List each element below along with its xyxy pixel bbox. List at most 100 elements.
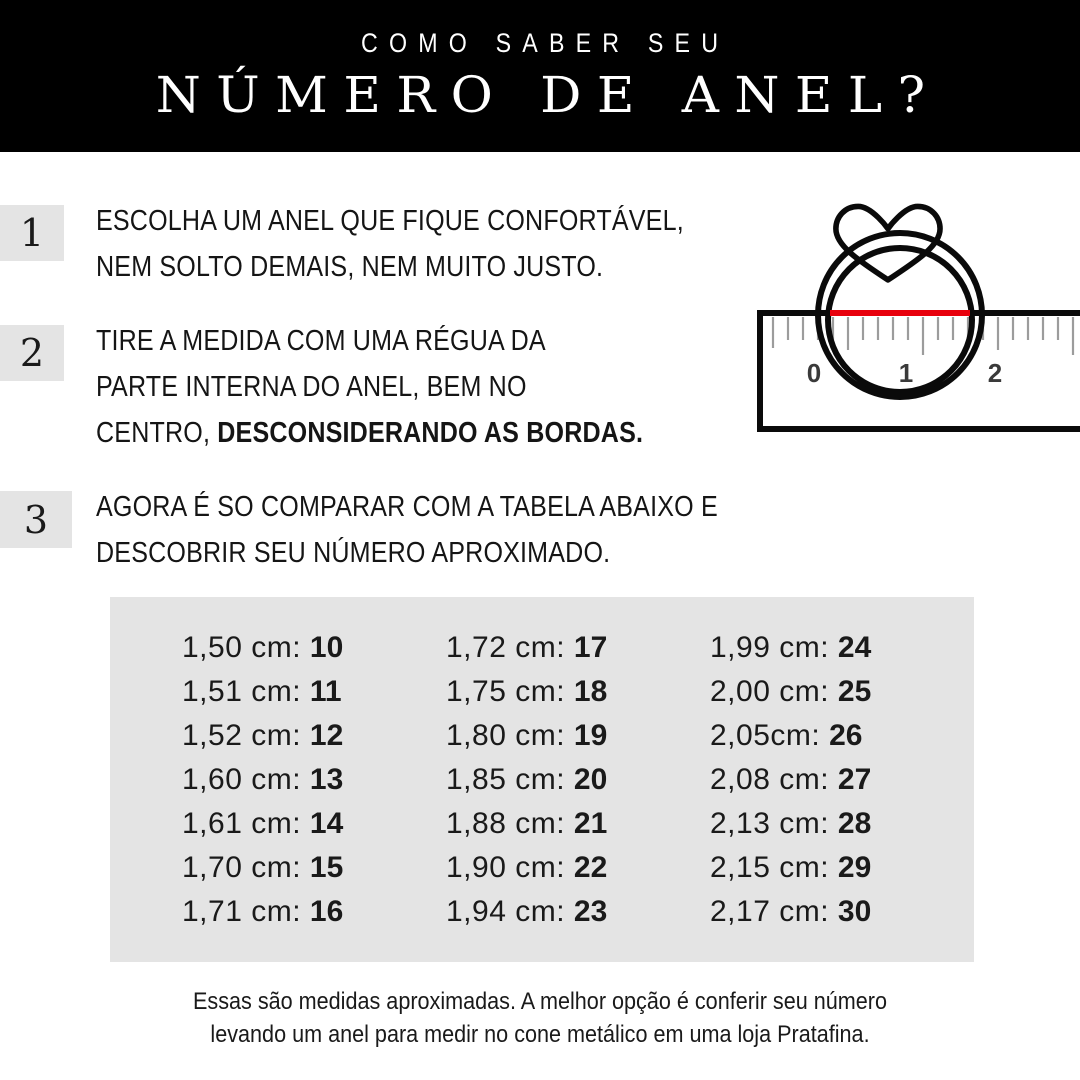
step-number-badge-1: 1 <box>0 205 64 261</box>
size-table-row: 1,80 cm: 19 <box>446 714 710 758</box>
step-text-3: AGORA É SO COMPARAR COM A TABELA ABAIXO … <box>96 484 718 576</box>
size-table-row: 1,72 cm: 17 <box>446 626 710 670</box>
ring-inner-circle <box>825 245 975 395</box>
step-text-emphasis: DESCONSIDERANDO AS BORDAS. <box>217 417 644 449</box>
ring-ruler-illustration: 0 1 2 <box>740 160 1080 450</box>
size-measure-value: 1,94 cm: <box>446 894 566 928</box>
size-table-row: 1,52 cm: 12 <box>182 714 446 758</box>
size-measure-value: 1,75 cm: <box>446 674 566 708</box>
size-measure-value: 1,50 cm: <box>182 630 302 664</box>
size-measure-value: 1,60 cm: <box>182 762 302 796</box>
size-table-row: 2,08 cm: 27 <box>710 758 974 802</box>
header-banner: COMO SABER SEU NÚMERO DE ANEL? <box>0 0 1080 152</box>
size-measure-value: 2,17 cm: <box>710 894 830 928</box>
size-measure-value: 2,15 cm: <box>710 850 830 884</box>
ring-size-value: 12 <box>309 718 344 752</box>
size-table-row: 1,90 cm: 22 <box>446 846 710 890</box>
footer-line-1: Essas são medidas aproximadas. A melhor … <box>193 988 887 1015</box>
step-text-fragment: DESCOBRIR SEU NÚMERO APROXIMADO. <box>96 537 611 569</box>
ruler-shape <box>757 310 1080 432</box>
size-table-column: 1,72 cm: 17 1,75 cm: 18 1,80 cm: 19 1,85 cm… <box>446 626 710 934</box>
step-text-line: DESCOBRIR SEU NÚMERO APROXIMADO. <box>96 530 718 576</box>
size-table-row: 2,13 cm: 28 <box>710 802 974 846</box>
size-table-row: 1,51 cm: 11 <box>182 670 446 714</box>
size-measure-value: 1,70 cm: <box>182 850 302 884</box>
size-measure-value: 1,80 cm: <box>446 718 566 752</box>
step-text-fragment: CENTRO, <box>96 417 218 449</box>
size-table-column: 1,99 cm: 24 2,00 cm: 25 2,05cm: 26 2,08 cm:… <box>710 626 974 934</box>
size-table-row: 1,50 cm: 10 <box>182 626 446 670</box>
ring-size-value: 30 <box>837 894 872 928</box>
size-table-row: 1,71 cm: 16 <box>182 890 446 934</box>
ring-size-value: 10 <box>309 630 344 664</box>
ring-size-value: 15 <box>309 850 344 884</box>
size-table-row: 1,70 cm: 15 <box>182 846 446 890</box>
size-table-row: 1,85 cm: 20 <box>446 758 710 802</box>
size-table-column: 1,50 cm: 10 1,51 cm: 11 1,52 cm: 12 1,60 cm… <box>182 626 446 934</box>
size-table-row: 2,05cm: 26 <box>710 714 974 758</box>
size-table-row: 2,15 cm: 29 <box>710 846 974 890</box>
size-measure-value: 1,90 cm: <box>446 850 566 884</box>
size-measure-value: 2,13 cm: <box>710 806 830 840</box>
size-measure-value: 2,00 cm: <box>710 674 830 708</box>
step-text-1: ESCOLHA UM ANEL QUE FIQUE CONFORTÁVEL, NE… <box>96 198 684 290</box>
step-text-fragment: TIRE A MEDIDA COM UMA RÉGUA DA <box>96 325 546 357</box>
step-number-badge-3: 3 <box>0 491 72 548</box>
ring-size-value: 14 <box>309 806 344 840</box>
ruler-label-0: 0 <box>807 358 821 388</box>
step-text-line: TIRE A MEDIDA COM UMA RÉGUA DA <box>96 318 643 364</box>
ring-size-value: 22 <box>573 850 608 884</box>
size-table-panel: 1,50 cm: 10 1,51 cm: 11 1,52 cm: 12 1,60 cm… <box>110 597 974 962</box>
ruler-label-1: 1 <box>899 358 913 388</box>
size-table-row: 2,17 cm: 30 <box>710 890 974 934</box>
ruler-label-2: 2 <box>988 358 1002 388</box>
size-measure-value: 1,51 cm: <box>182 674 302 708</box>
size-measure-value: 2,08 cm: <box>710 762 830 796</box>
ring-size-value: 29 <box>837 850 872 884</box>
ring-size-value: 25 <box>837 674 872 708</box>
size-table-row: 1,60 cm: 13 <box>182 758 446 802</box>
ring-size-value: 16 <box>309 894 344 928</box>
ring-size-value: 17 <box>573 630 608 664</box>
step-text-fragment: AGORA É SO COMPARAR COM A TABELA ABAIXO … <box>96 491 718 523</box>
size-measure-value: 1,61 cm: <box>182 806 302 840</box>
ring-size-value: 18 <box>573 674 608 708</box>
step-text-line: ESCOLHA UM ANEL QUE FIQUE CONFORTÁVEL, <box>96 198 684 244</box>
ring-size-value: 21 <box>573 806 608 840</box>
ring-size-value: 20 <box>573 762 608 796</box>
ring-size-value: 23 <box>573 894 608 928</box>
step-text-line: CENTRO, DESCONSIDERANDO AS BORDAS. <box>96 410 643 456</box>
ring-size-value: 26 <box>829 718 863 752</box>
ring-size-value: 28 <box>837 806 872 840</box>
size-table-row: 2,00 cm: 25 <box>710 670 974 714</box>
step-text-fragment: NEM SOLTO DEMAIS, NEM MUITO JUSTO. <box>96 251 604 283</box>
ring-size-value: 24 <box>837 630 872 664</box>
heart-icon <box>833 203 943 283</box>
size-measure-value: 2,05cm: <box>710 718 821 752</box>
ring-size-value: 27 <box>837 762 872 796</box>
ring-size-value: 11 <box>309 674 342 708</box>
step-text-line: AGORA É SO COMPARAR COM A TABELA ABAIXO … <box>96 484 718 530</box>
size-measure-value: 1,52 cm: <box>182 718 302 752</box>
size-table-row: 1,75 cm: 18 <box>446 670 710 714</box>
size-measure-value: 1,71 cm: <box>182 894 302 928</box>
size-measure-value: 1,99 cm: <box>710 630 830 664</box>
size-table-row: 1,88 cm: 21 <box>446 802 710 846</box>
page-title: NÚMERO DE ANEL? <box>155 66 941 125</box>
step-text-fragment: ESCOLHA UM ANEL QUE FIQUE CONFORTÁVEL, <box>96 205 684 237</box>
size-table: 1,50 cm: 10 1,51 cm: 11 1,52 cm: 12 1,60 cm… <box>110 597 974 962</box>
size-table-row: 1,99 cm: 24 <box>710 626 974 670</box>
step-text-line: PARTE INTERNA DO ANEL, BEM NO <box>96 364 643 410</box>
size-measure-value: 1,85 cm: <box>446 762 566 796</box>
ring-size-value: 13 <box>309 762 344 796</box>
step-text-fragment: PARTE INTERNA DO ANEL, BEM NO <box>96 371 527 403</box>
ring-outer-circle <box>815 230 985 400</box>
size-table-row: 1,94 cm: 23 <box>446 890 710 934</box>
ring-size-value: 19 <box>573 718 608 752</box>
header-kicker: COMO SABER SEU <box>361 28 730 59</box>
footer-line-2: levando um anel para medir no cone metál… <box>210 1021 870 1048</box>
size-table-row: 1,61 cm: 14 <box>182 802 446 846</box>
step-text-2: TIRE A MEDIDA COM UMA RÉGUA DA PARTE INTE… <box>96 318 643 456</box>
size-measure-value: 1,72 cm: <box>446 630 566 664</box>
